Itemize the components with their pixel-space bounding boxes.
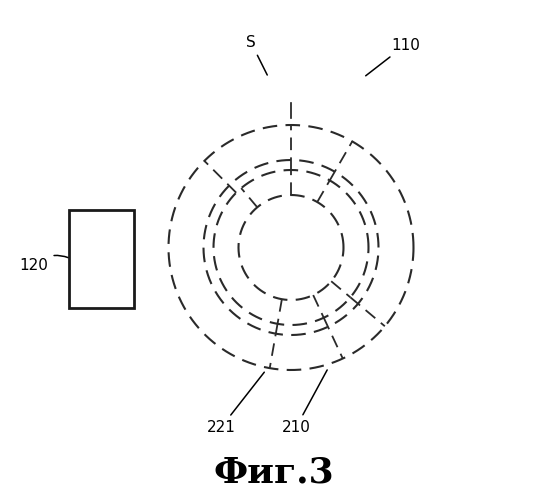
Text: 210: 210: [282, 370, 327, 435]
Text: S: S: [246, 35, 267, 75]
Text: 221: 221: [207, 372, 264, 435]
Text: Фиг.3: Фиг.3: [213, 456, 334, 490]
Text: 120: 120: [20, 256, 68, 274]
Text: 110: 110: [366, 38, 420, 76]
Bar: [68, 210, 133, 308]
